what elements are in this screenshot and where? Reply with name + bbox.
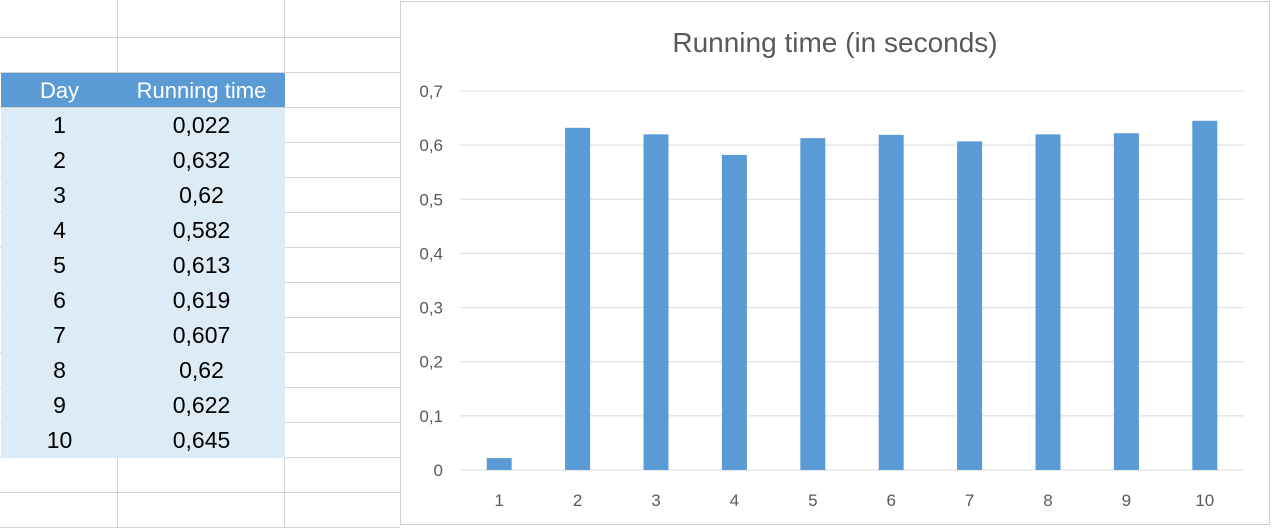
grid-row-line	[0, 492, 400, 493]
bar[interactable]	[643, 134, 669, 471]
x-tick-label: 10	[1195, 491, 1214, 510]
cell-running-time[interactable]: 0,622	[172, 392, 231, 418]
header-day[interactable]: Day	[39, 78, 80, 103]
x-tick-label: 4	[730, 491, 739, 510]
chart-title: Running time (in seconds)	[672, 27, 997, 58]
cell-day[interactable]: 5	[53, 252, 66, 278]
chart-area[interactable]: Running time (in seconds) 0 0,1 0,2 0,3 0,4 0…	[400, 1, 1270, 525]
cell-day[interactable]: 3	[53, 182, 66, 208]
grid-row-line	[0, 37, 400, 38]
y-tick-label: 0,4	[419, 244, 443, 263]
x-tick-label: 8	[1043, 491, 1052, 510]
cell-running-time[interactable]: 0,022	[172, 112, 231, 138]
y-tick-label: 0,7	[419, 82, 443, 101]
table-row: 8 0,62	[1, 353, 285, 388]
table-row: 5 0,613	[1, 248, 285, 283]
table-row: 10 0,645	[1, 423, 285, 458]
cell-running-time[interactable]: 0,619	[172, 287, 231, 313]
bars	[486, 120, 1218, 471]
bar[interactable]	[800, 138, 826, 470]
table-row: 3 0,62	[1, 178, 285, 213]
bar[interactable]	[878, 134, 904, 470]
cell-day[interactable]: 9	[53, 392, 66, 418]
cell-day[interactable]: 1	[53, 112, 66, 138]
y-tick-label: 0,2	[419, 353, 443, 372]
cell-day[interactable]: 6	[53, 287, 66, 313]
cell-running-time[interactable]: 0,62	[179, 182, 224, 208]
cell-running-time[interactable]: 0,613	[172, 252, 231, 278]
y-tick-label: 0	[434, 461, 443, 480]
table-row: 2 0,632	[1, 143, 285, 178]
cell-day[interactable]: 2	[53, 147, 66, 173]
x-tick-label: 2	[573, 491, 582, 510]
y-tick-label: 0,6	[419, 136, 443, 155]
table-row: 4 0,582	[1, 213, 285, 248]
bar[interactable]	[565, 127, 591, 471]
cell-day[interactable]: 4	[53, 217, 66, 243]
x-tick-label: 9	[1122, 491, 1131, 510]
cell-day[interactable]: 10	[46, 427, 73, 453]
x-tick-label: 3	[651, 491, 660, 510]
x-tick-label: 6	[886, 491, 895, 510]
x-axis-ticks: 1 2 3 4 5 6 7 8 9 10	[494, 491, 1214, 510]
cell-day[interactable]: 8	[53, 357, 66, 383]
table-row: 7 0,607	[1, 318, 285, 353]
bar[interactable]	[721, 154, 747, 471]
bar-chart: Running time (in seconds) 00,10,20,30,40…	[419, 27, 1244, 510]
grid-row-line	[0, 107, 400, 108]
bar[interactable]	[1192, 120, 1218, 471]
table-row: 1 0,022	[1, 108, 285, 143]
y-tick-label: 0,3	[419, 299, 443, 318]
cell-running-time[interactable]: 0,645	[172, 427, 231, 453]
cell-day[interactable]: 7	[53, 322, 66, 348]
table-header-row: Day Running time	[1, 73, 285, 107]
x-tick-label: 5	[808, 491, 817, 510]
bar[interactable]	[957, 141, 983, 471]
bar[interactable]	[1035, 134, 1061, 471]
cell-running-time[interactable]: 0,632	[172, 147, 231, 173]
cell-running-time[interactable]: 0,607	[172, 322, 231, 348]
cell-running-time[interactable]: 0,62	[179, 357, 224, 383]
table-row: 9 0,622	[1, 388, 285, 423]
grid-row-line	[0, 72, 400, 73]
x-tick-label: 7	[965, 491, 974, 510]
header-running-time[interactable]: Running time	[136, 78, 267, 103]
y-tick-label: 0,1	[419, 407, 443, 426]
bar[interactable]	[1113, 133, 1139, 470]
x-tick-label: 1	[494, 491, 503, 510]
gridlines	[460, 90, 1244, 471]
table-row: 6 0,619	[1, 283, 285, 318]
y-tick-label: 0,5	[419, 190, 443, 209]
cell-running-time[interactable]: 0,582	[172, 217, 231, 243]
y-axis-ticks: 0 0,1 0,2 0,3 0,4 0,5 0,6 0,7	[419, 82, 443, 480]
bar[interactable]	[486, 458, 512, 470]
